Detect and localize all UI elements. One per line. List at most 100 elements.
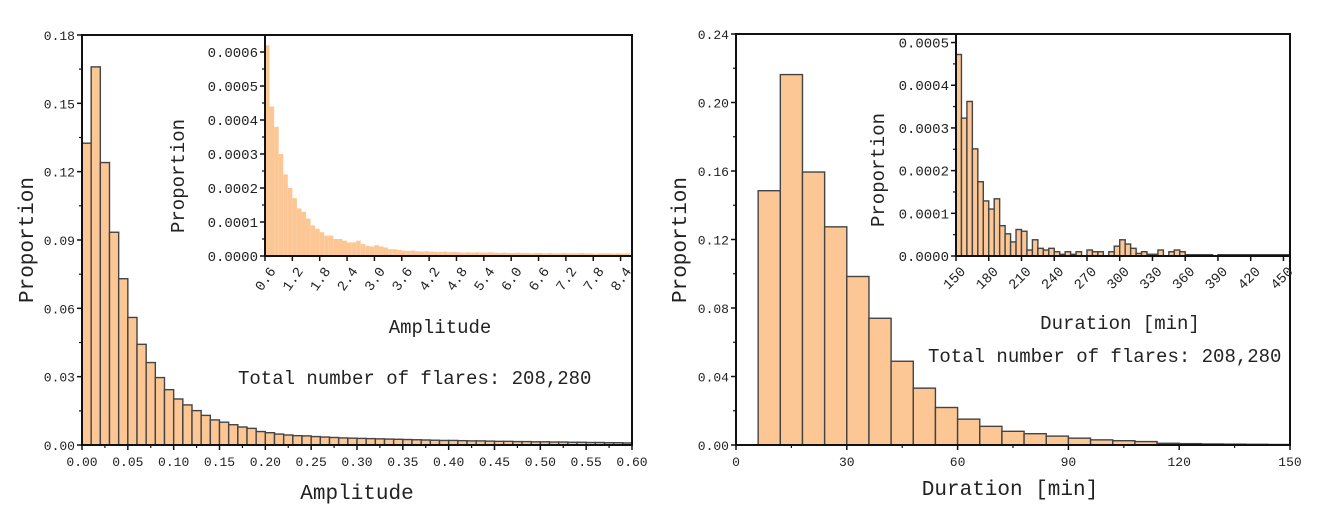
histogram-bar bbox=[461, 252, 466, 256]
histogram-bar bbox=[145, 361, 157, 446]
histogram-bar bbox=[306, 218, 311, 256]
histogram-bar bbox=[255, 430, 267, 446]
histogram-bar bbox=[328, 235, 334, 256]
histogram-bar bbox=[319, 232, 325, 256]
x-tick-label: 5.4 bbox=[472, 265, 500, 295]
histogram-bar bbox=[456, 252, 462, 256]
histogram-bar bbox=[506, 252, 512, 256]
histogram-bar bbox=[246, 427, 257, 446]
histogram-bar bbox=[438, 251, 443, 256]
y-tick-label: 0.0004 bbox=[208, 114, 258, 130]
histogram-bar bbox=[960, 117, 968, 257]
x-tick-label: 1.8 bbox=[307, 265, 335, 295]
y-tick-label: 0.03 bbox=[44, 371, 75, 386]
histogram-bar bbox=[99, 161, 111, 446]
histogram-bar bbox=[488, 252, 493, 256]
histogram-bar bbox=[172, 398, 184, 446]
histogram-bar bbox=[492, 252, 498, 256]
histogram-bar bbox=[533, 252, 539, 256]
histogram-bar bbox=[1048, 247, 1055, 257]
histogram-bar bbox=[956, 418, 981, 446]
x-tick-label: 30 bbox=[839, 455, 855, 470]
total-flares-annotation: Total number of flares: 208,280 bbox=[928, 346, 1281, 368]
amplitude-main-plot: 0.00 0.03 0.06 0.09 0.12 0.15 0.18 0.00 0.05 0.10… bbox=[17, 29, 648, 506]
histogram-bar bbox=[616, 253, 621, 256]
histogram-bar bbox=[890, 360, 914, 446]
histogram-bar bbox=[388, 249, 393, 256]
histogram-bar bbox=[351, 242, 357, 256]
histogram-bar bbox=[218, 421, 230, 446]
histogram-bar bbox=[447, 252, 452, 256]
histogram-bar bbox=[868, 317, 892, 446]
histogram-bar bbox=[757, 189, 782, 446]
x-tick-label: 0.20 bbox=[250, 455, 281, 470]
histogram-bar bbox=[979, 425, 1003, 446]
x-tick-label: 360 bbox=[1170, 264, 1199, 293]
x-tick-label: 0 bbox=[732, 455, 740, 470]
histogram-bar bbox=[1045, 435, 1070, 446]
y-tick-label: 0.0002 bbox=[208, 182, 258, 198]
histogram-bar bbox=[483, 252, 489, 256]
y-tick-label: 0.00 bbox=[698, 439, 729, 454]
histogram-bar bbox=[1009, 241, 1017, 257]
histogram-bar bbox=[410, 250, 416, 256]
duration-inset-plot: 0.0000 0.0001 0.0002 0.0003 0.0004 0.0005 150 1… bbox=[868, 33, 1297, 335]
x-tick-label: 0.45 bbox=[479, 455, 510, 470]
y-tick-label: 0.09 bbox=[44, 234, 75, 249]
x-tick-label: 3.0 bbox=[362, 265, 390, 295]
y-axis-label: Proportion bbox=[17, 177, 40, 303]
histogram-bar bbox=[1023, 432, 1047, 446]
x-tick-label: 6.0 bbox=[499, 265, 527, 295]
y-tick-label: 0.15 bbox=[44, 97, 75, 112]
histogram-bar bbox=[1031, 239, 1039, 257]
histogram-bar bbox=[415, 251, 421, 256]
histogram-bar bbox=[620, 253, 626, 256]
y-tick-label: 0.00 bbox=[44, 439, 75, 454]
histogram-bar bbox=[420, 251, 425, 256]
x-tick-label: 420 bbox=[1235, 264, 1264, 293]
amplitude-inset-plot: 0.0000 0.0001 0.0002 0.0003 0.0004 0.0005 0.00… bbox=[168, 34, 636, 339]
histogram-bar bbox=[392, 249, 398, 256]
histogram-bar bbox=[333, 239, 338, 256]
plot-frame bbox=[955, 33, 1291, 257]
histogram-bar bbox=[360, 244, 366, 256]
histogram-bar bbox=[465, 252, 471, 256]
histogram-bar bbox=[912, 387, 937, 446]
histogram-bar bbox=[397, 249, 402, 256]
y-tick-label: 0.0005 bbox=[899, 37, 949, 53]
histogram-bar bbox=[347, 242, 352, 256]
x-tick-label: 180 bbox=[973, 264, 1002, 293]
x-tick-label: 150 bbox=[1278, 455, 1301, 470]
histogram-bar bbox=[529, 253, 534, 256]
y-tick-label: 0.0004 bbox=[899, 79, 949, 95]
histogram-bar bbox=[998, 224, 1006, 257]
histogram-bar bbox=[538, 252, 544, 256]
histogram-bar bbox=[127, 316, 138, 446]
y-tick-label: 0.24 bbox=[698, 28, 729, 43]
x-tick-label: 1.2 bbox=[280, 265, 308, 295]
histogram-bar bbox=[154, 376, 166, 446]
histogram-bar bbox=[993, 198, 1001, 257]
histogram-bar bbox=[556, 253, 562, 256]
histogram-bar bbox=[117, 278, 129, 446]
x-tick-label: 390 bbox=[1203, 264, 1232, 293]
histogram-bar bbox=[565, 253, 571, 256]
y-tick-label: 0.0000 bbox=[208, 250, 258, 266]
histogram-bar bbox=[1124, 243, 1132, 257]
x-tick-label: 0.15 bbox=[204, 455, 235, 470]
histogram-bar bbox=[552, 253, 557, 256]
histogram-bar bbox=[470, 252, 475, 256]
histogram-bar bbox=[606, 253, 612, 256]
x-tick-label: 210 bbox=[1006, 264, 1035, 293]
inset-background bbox=[956, 34, 1290, 256]
histogram-bar bbox=[273, 433, 285, 446]
histogram-bar bbox=[296, 208, 302, 256]
histogram-bar bbox=[182, 404, 193, 446]
histogram-bar bbox=[561, 252, 566, 256]
plot-frame bbox=[264, 34, 633, 257]
x-tick-label: 240 bbox=[1039, 264, 1068, 293]
histogram-bar bbox=[442, 251, 448, 256]
histogram-bar bbox=[966, 100, 974, 257]
